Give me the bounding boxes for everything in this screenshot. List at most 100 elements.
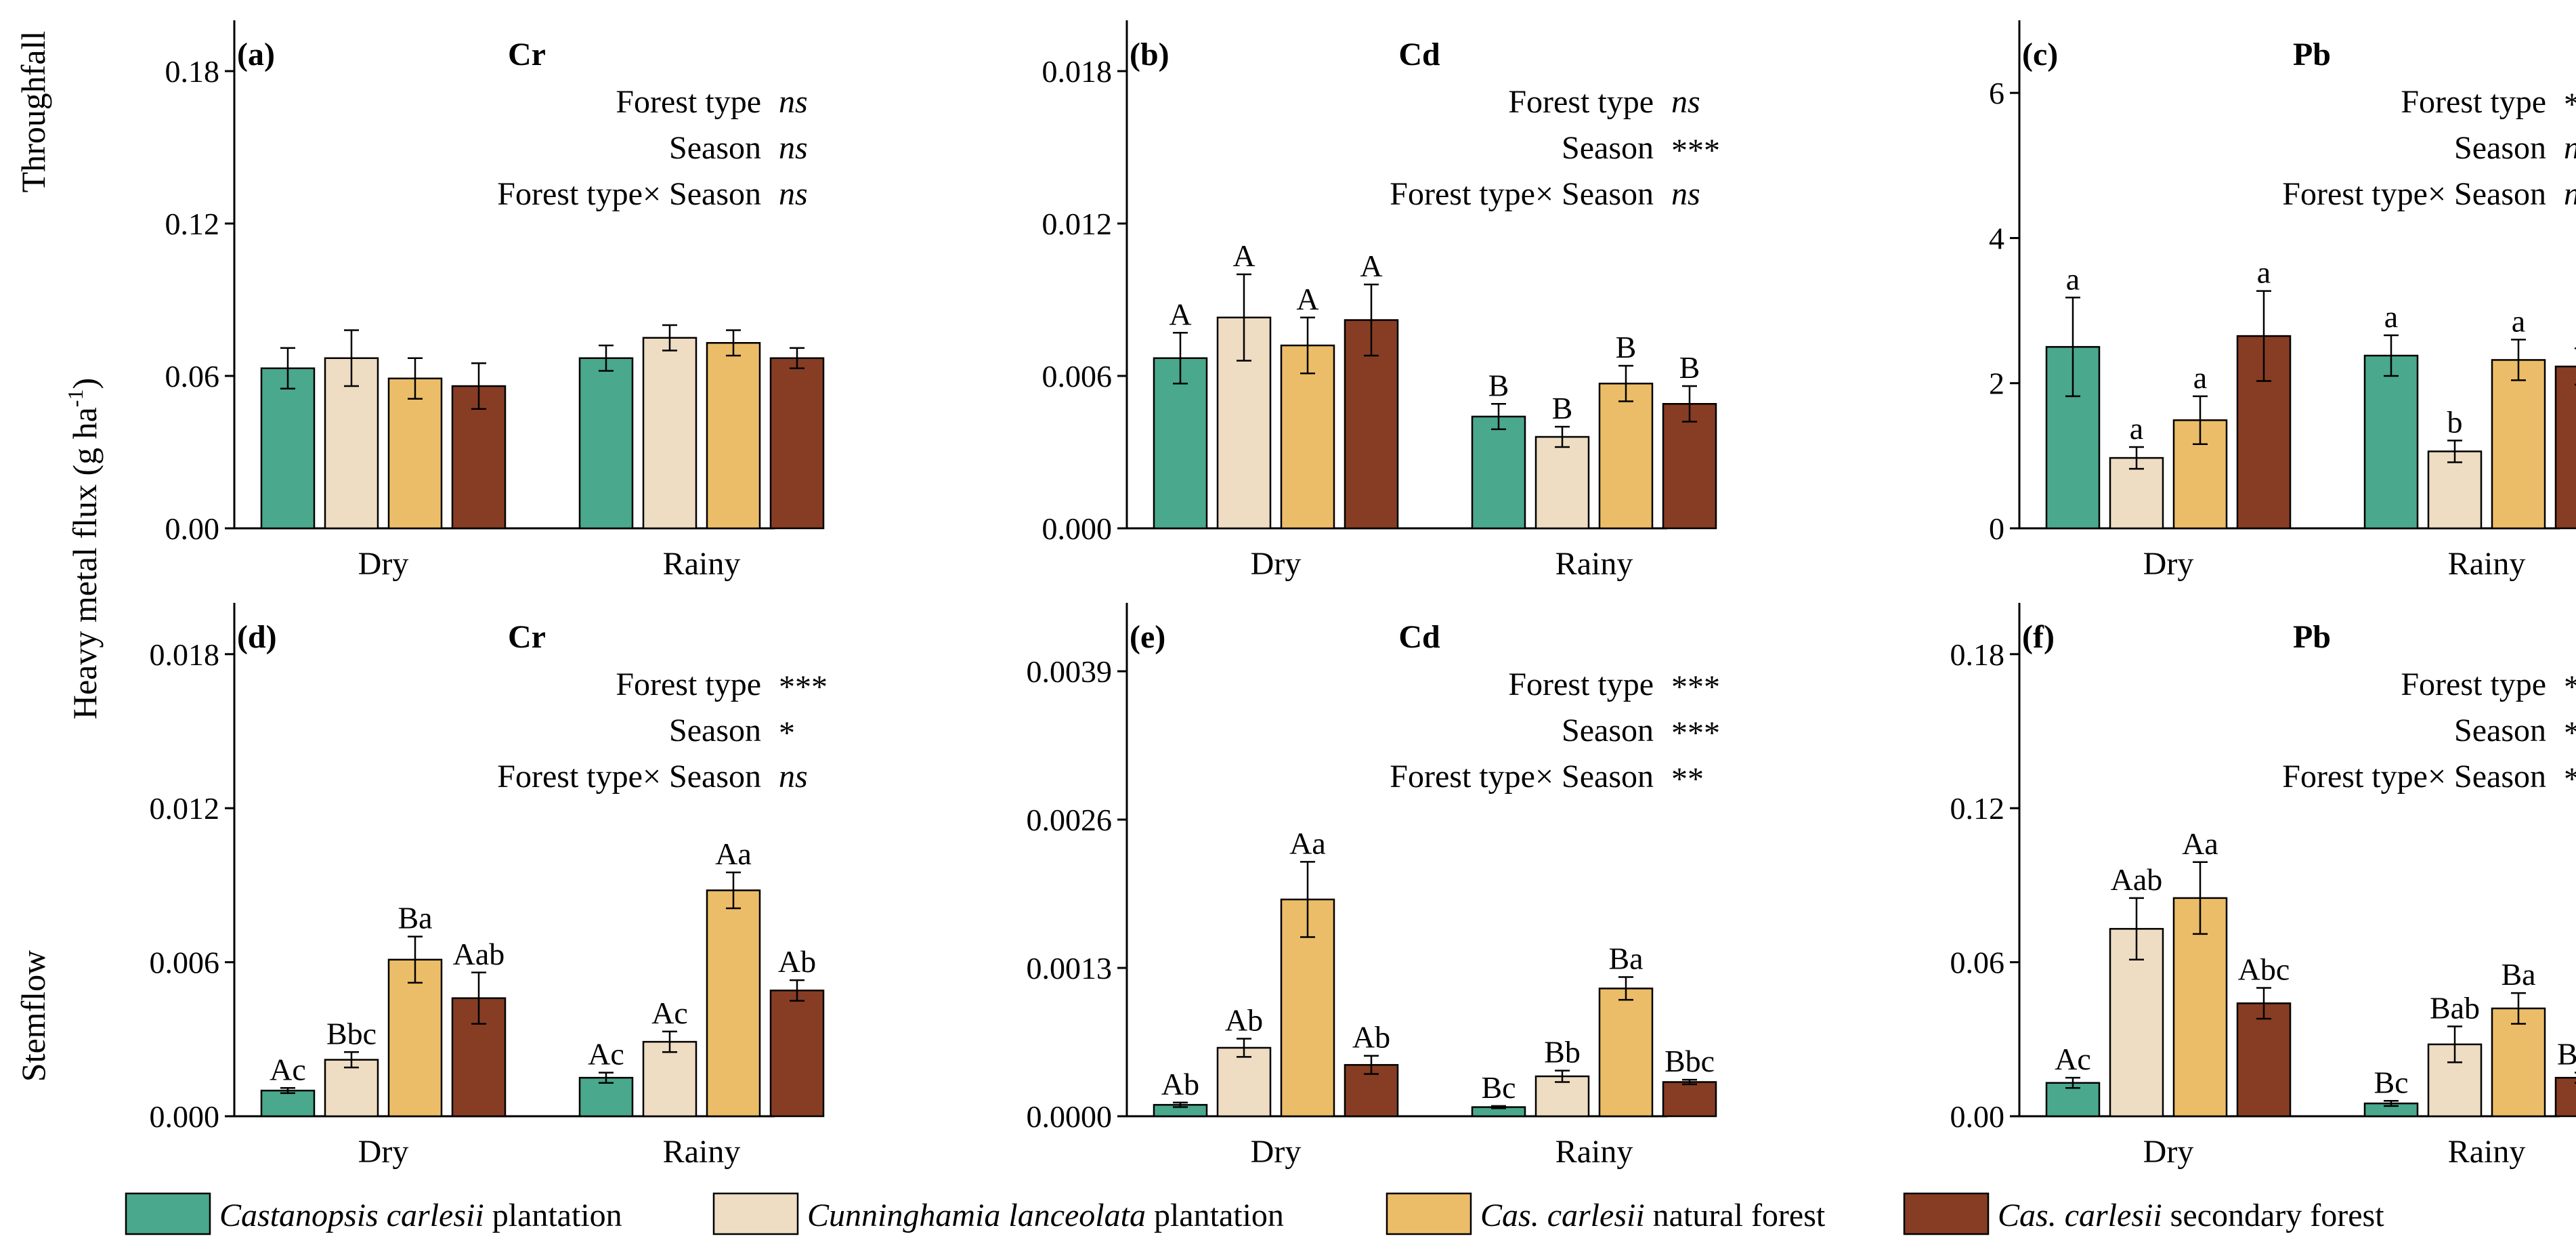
x-tick-label: Dry bbox=[358, 546, 409, 582]
significance-label: a bbox=[2257, 255, 2271, 290]
y-tick-label: 0.0026 bbox=[1027, 803, 1113, 837]
y-axis-label: Heavy metal flux (g ha-1) bbox=[63, 378, 104, 719]
significance-label: Ac bbox=[2055, 1042, 2091, 1076]
bar bbox=[1216, 316, 1272, 530]
bar bbox=[1534, 436, 1590, 530]
row-label-throughfall: Throughfall bbox=[14, 31, 52, 193]
x-tick-label: Rainy bbox=[2448, 1134, 2526, 1170]
significance-label: a bbox=[2384, 299, 2398, 334]
bar bbox=[1471, 415, 1526, 530]
stat-label: Forest type bbox=[616, 666, 761, 702]
y-tick-label: 0.00 bbox=[1950, 1099, 2005, 1134]
significance-label: a bbox=[2575, 312, 2576, 347]
legend-label: Cunninghamia lanceolata plantation bbox=[807, 1198, 1284, 1233]
y-tick-label: 0.00 bbox=[165, 511, 220, 546]
legend-label-italic: Cas. carlesii bbox=[1998, 1198, 2162, 1233]
stat-label: Season bbox=[1562, 713, 1654, 748]
significance-label: B bbox=[1552, 391, 1573, 425]
y-tick-label: 4 bbox=[1989, 221, 2004, 255]
bar bbox=[2554, 1076, 2576, 1118]
x-tick-label: Dry bbox=[2143, 1134, 2194, 1170]
legend-swatch bbox=[1386, 1192, 1472, 1235]
panel-label: (d) bbox=[237, 619, 277, 655]
x-tick-label: Rainy bbox=[2448, 546, 2526, 582]
legend-item: Cas. carlesii natural forest bbox=[1386, 1192, 1826, 1235]
legend-swatch bbox=[1903, 1192, 1990, 1235]
significance-label: Bc bbox=[2374, 1065, 2408, 1099]
bar bbox=[1598, 988, 1654, 1118]
significance-label: B bbox=[1679, 350, 1700, 385]
bar bbox=[2363, 354, 2419, 530]
significance-label: a bbox=[2066, 261, 2080, 296]
bar bbox=[1153, 357, 1208, 530]
significance-label: Ac bbox=[651, 996, 688, 1030]
stat-label: Forest type× Season bbox=[1390, 176, 1654, 212]
significance-label: Aa bbox=[2182, 826, 2218, 861]
x-tick-label: Dry bbox=[1251, 546, 1302, 582]
panel-e: 0.0000 0.0013 0.0026 0.0039 (e) Cd Forest type… bbox=[1027, 603, 1720, 1170]
stat-label: Forest type× Season bbox=[2282, 759, 2546, 795]
significance-label: Ba bbox=[1608, 941, 1643, 975]
significance-label: Aa bbox=[1289, 826, 1326, 860]
bar bbox=[1662, 403, 1717, 530]
x-tick-label: Rainy bbox=[1555, 1134, 1633, 1170]
bar bbox=[769, 357, 825, 530]
bar bbox=[260, 367, 316, 530]
y-tick-label: 0.06 bbox=[1950, 946, 2005, 980]
legend: Castanopsis carlesii plantation Cunningha… bbox=[125, 1192, 2384, 1235]
stat-value: * bbox=[779, 715, 795, 751]
significance-label: a bbox=[2512, 303, 2525, 338]
x-tick-label: Rainy bbox=[663, 1134, 741, 1170]
y-tick-label: 0.18 bbox=[1950, 637, 2005, 672]
legend-label: Castanopsis carlesii plantation bbox=[219, 1198, 622, 1233]
panel-title: Cr bbox=[508, 37, 546, 72]
y-tick-label: 0.006 bbox=[150, 946, 220, 980]
stat-label: Season bbox=[669, 713, 761, 748]
stat-label: Forest type bbox=[1508, 666, 1654, 702]
legend-item: Cunninghamia lanceolata plantation bbox=[712, 1192, 1284, 1235]
legend-label: Cas. carlesii secondary forest bbox=[1998, 1198, 2384, 1233]
stat-label: Forest type× Season bbox=[497, 176, 761, 212]
legend-label-italic: Cas. carlesii bbox=[1480, 1198, 1645, 1233]
panel-title: Cd bbox=[1398, 37, 1440, 72]
panel-d: 0.000 0.006 0.012 0.018 (d) Cr Forest type *** S… bbox=[150, 603, 828, 1170]
legend-label-rest: plantation bbox=[1146, 1198, 1284, 1233]
significance-label: Bb bbox=[1544, 1035, 1581, 1070]
significance-label: Bbc bbox=[1665, 1044, 1715, 1078]
y-tick-label: 0.12 bbox=[1950, 791, 2005, 826]
legend-label: Cas. carlesii natural forest bbox=[1480, 1198, 1826, 1233]
stat-value: *** bbox=[1671, 669, 1720, 705]
legend-label-italic: Cunninghamia lanceolata bbox=[807, 1198, 1146, 1233]
bar bbox=[1662, 1081, 1717, 1118]
significance-label: Ab bbox=[778, 944, 816, 979]
stat-value: ns bbox=[779, 759, 808, 795]
stat-label: Season bbox=[669, 130, 761, 166]
y-axis-label-main: Heavy metal flux (g ha bbox=[66, 407, 104, 719]
bar bbox=[260, 1089, 316, 1118]
y-tick-label: 6 bbox=[1989, 76, 2004, 110]
y-axis-label-end: ) bbox=[66, 378, 104, 389]
bar bbox=[578, 357, 634, 530]
stat-label: Forest type bbox=[2401, 666, 2546, 702]
legend-item: Castanopsis carlesii plantation bbox=[125, 1192, 622, 1235]
legend-item: Cas. carlesii secondary forest bbox=[1903, 1192, 2384, 1235]
significance-label: Bbc bbox=[2557, 1037, 2576, 1072]
panel-f: 0.00 0.06 0.12 0.18 (f) Pb Forest type *** Seaso… bbox=[1950, 603, 2576, 1170]
legend-swatch bbox=[125, 1192, 211, 1235]
stat-label: Forest type× Season bbox=[1390, 759, 1654, 795]
significance-label: B bbox=[1616, 330, 1637, 364]
panel-label: (f) bbox=[2022, 619, 2055, 655]
y-tick-label: 0.0000 bbox=[1027, 1099, 1113, 1134]
panel-label: (b) bbox=[1130, 37, 1169, 72]
significance-label: Ab bbox=[1352, 1020, 1390, 1055]
stat-value: ns bbox=[1671, 84, 1700, 120]
significance-label: A bbox=[1232, 238, 1255, 273]
y-tick-label: 0.0013 bbox=[1027, 951, 1113, 986]
bar bbox=[2172, 419, 2228, 530]
significance-label: Ac bbox=[588, 1037, 624, 1072]
stat-value: *** bbox=[779, 669, 828, 705]
y-tick-label: 0 bbox=[1989, 511, 2004, 546]
significance-label: b bbox=[2447, 404, 2463, 439]
bar bbox=[387, 377, 443, 530]
panel-c: 0 2 4 6 (c) Pb Forest type *** Season ns Forest ty… bbox=[1989, 20, 2576, 582]
